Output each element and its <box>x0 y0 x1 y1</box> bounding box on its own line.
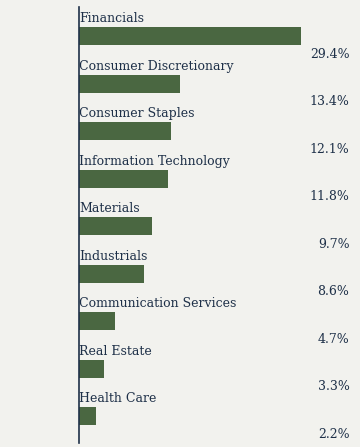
Text: 13.4%: 13.4% <box>310 95 350 108</box>
Text: Information Technology: Information Technology <box>79 155 230 168</box>
Bar <box>79 27 301 45</box>
Text: Financials: Financials <box>79 12 144 25</box>
Text: Consumer Staples: Consumer Staples <box>79 107 195 120</box>
Bar <box>79 265 144 283</box>
Bar <box>79 360 104 378</box>
Text: Communication Services: Communication Services <box>79 297 237 310</box>
Text: Industrials: Industrials <box>79 250 148 263</box>
Text: 2.2%: 2.2% <box>318 428 350 441</box>
Bar <box>79 170 168 188</box>
Text: 3.3%: 3.3% <box>318 380 350 393</box>
Text: 4.7%: 4.7% <box>318 333 350 346</box>
Bar <box>79 407 96 426</box>
Bar <box>79 312 115 330</box>
Text: Consumer Discretionary: Consumer Discretionary <box>79 60 234 73</box>
Bar <box>79 75 180 93</box>
Text: Materials: Materials <box>79 202 140 215</box>
Text: Real Estate: Real Estate <box>79 345 152 358</box>
Text: Health Care: Health Care <box>79 392 157 405</box>
Text: 9.7%: 9.7% <box>318 238 350 251</box>
Text: 8.6%: 8.6% <box>318 285 350 298</box>
Bar <box>79 217 152 235</box>
Bar <box>79 122 171 140</box>
Text: 29.4%: 29.4% <box>310 47 350 61</box>
Text: 11.8%: 11.8% <box>310 190 350 203</box>
Text: 12.1%: 12.1% <box>310 143 350 156</box>
